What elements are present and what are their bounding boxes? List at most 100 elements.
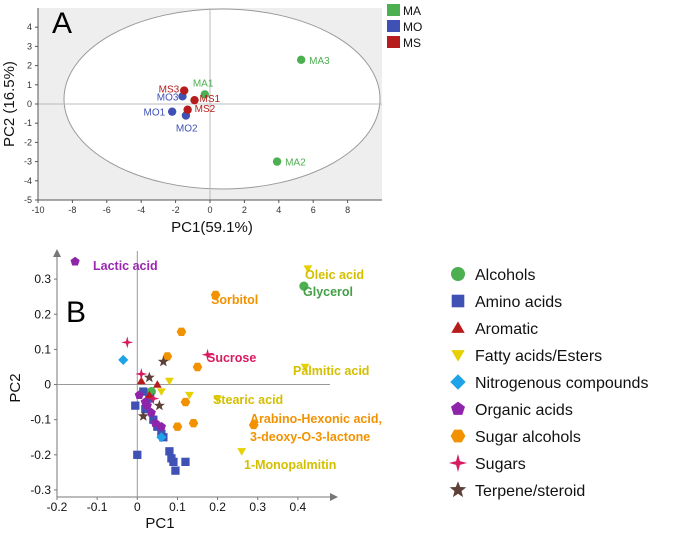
legend-label-mo: MO — [403, 20, 422, 34]
legend-marker-alcohols — [451, 267, 465, 281]
point-nitrogenous-compounds — [118, 354, 129, 365]
point-amino-acids — [133, 450, 142, 459]
y-tick-label-a: 2 — [27, 61, 32, 71]
point-fatty-acids-esters — [303, 265, 313, 273]
x-tick-label-a: 6 — [311, 205, 316, 215]
legend-marker-sugar-alcohols — [450, 429, 466, 443]
legend-marker-aromatic — [451, 321, 465, 333]
point-amino-acids — [181, 457, 190, 466]
point-label-mo2: MO2 — [176, 124, 198, 135]
point-aromatic — [145, 390, 154, 399]
legend-marker-sugars — [448, 453, 468, 473]
x-tick-label-a: 0 — [207, 205, 212, 215]
point-label-ms3: MS3 — [159, 85, 180, 96]
point-label-ma2: MA2 — [285, 158, 306, 169]
y-axis-label-a: PC2 (16.5%) — [1, 61, 18, 147]
x-tick-label-b: 0.1 — [169, 500, 186, 514]
legend-label-alcohols: Alcohols — [475, 267, 535, 284]
point-label-ms2: MS2 — [195, 104, 216, 115]
legend-label-organic-acids: Organic acids — [475, 402, 573, 419]
legend-marker-organic-acids — [451, 401, 465, 415]
y-tick-label-a: -4 — [24, 176, 32, 186]
point-sugars — [121, 336, 134, 349]
point-terpene-steroid — [157, 355, 169, 367]
y-tick-label-a: -3 — [24, 157, 32, 167]
annotation-arabino-hexonic-acid: Arabino-Hexonic acid, — [250, 412, 382, 426]
x-axis-arrow-b — [330, 493, 338, 501]
legend-label-nitrogenous-compounds: Nitrogenous compounds — [475, 375, 648, 392]
x-tick-label-b: 0 — [134, 500, 141, 514]
x-tick-label-b: 0.3 — [249, 500, 266, 514]
point-organic-acids — [146, 407, 156, 417]
annotation-glycerol: Glycerol — [303, 285, 353, 299]
y-tick-label-a: -2 — [24, 137, 32, 147]
x-tick-label-a: -2 — [172, 205, 180, 215]
legend-label-aromatic: Aromatic — [475, 321, 538, 338]
point-ms1 — [190, 95, 199, 105]
y-tick-label-a: 1 — [27, 80, 32, 90]
x-tick-label-a: -10 — [31, 205, 44, 215]
annotation-palmitic-acid: Palmitic acid — [293, 364, 369, 378]
point-ma1 — [200, 90, 210, 99]
legend-marker-fatty-acids-esters — [451, 350, 465, 362]
legend-marker-nitrogenous-compounds — [450, 374, 466, 390]
confidence-ellipse — [63, 8, 381, 190]
panel-label-b: B — [66, 296, 86, 329]
x-tick-label-a: 8 — [345, 205, 350, 215]
x-tick-label-b: -0.2 — [47, 500, 68, 514]
point-fatty-acids-esters — [165, 377, 174, 386]
point-fatty-acids-esters — [185, 391, 194, 400]
x-tick-label-b: -0.1 — [87, 500, 108, 514]
y-tick-label-a: -5 — [24, 195, 32, 205]
x-axis-label-a: PC1(59.1%) — [171, 219, 253, 236]
point-organic-acids — [70, 256, 80, 266]
legend-marker-amino-acids — [451, 294, 465, 308]
annotation-1-monopalmitin: 1-Monopalmitin — [244, 458, 336, 472]
x-tick-label-a: 2 — [242, 205, 247, 215]
annotation-3-deoxy-o-3-lactone: 3-deoxy-O-3-lactone — [250, 430, 370, 444]
point-fatty-acids-esters — [300, 363, 310, 372]
legend-marker-terpene-steroid — [449, 481, 467, 498]
y-tick-label-b: -0.2 — [30, 448, 51, 462]
y-tick-label-b: 0.2 — [34, 307, 51, 321]
point-mo1 — [167, 107, 177, 116]
point-fatty-acids-esters — [237, 448, 247, 456]
point-organic-acids — [156, 421, 166, 431]
point-aromatic — [153, 380, 162, 388]
y-tick-label-a: -1 — [24, 118, 32, 128]
y-tick-label-a: 4 — [27, 22, 32, 32]
point-fatty-acids-esters — [157, 388, 166, 396]
point-label-ma1: MA1 — [193, 78, 214, 89]
legend-label-sugar-alcohols: Sugar alcohols — [475, 429, 581, 446]
point-terpene-steroid — [143, 371, 155, 383]
y-axis-arrow-b — [53, 249, 61, 257]
point-ma3 — [296, 55, 306, 65]
y-tick-label-b: 0.3 — [34, 272, 51, 286]
point-sugar-alcohols — [162, 352, 173, 361]
legend-swatch-ma — [387, 4, 400, 16]
annotation-oleic-acid: Oleic acid — [305, 268, 364, 282]
point-amino-acids — [139, 387, 148, 396]
point-ma2 — [272, 157, 282, 166]
y-tick-label-a: 0 — [27, 99, 32, 109]
legend-label-terpene-steroid: Terpene/steroid — [475, 483, 585, 500]
point-ms2 — [183, 105, 192, 114]
legend-label-ms: MS — [403, 36, 421, 50]
point-organic-acids — [142, 400, 152, 410]
legend-swatch-ms — [387, 36, 400, 48]
point-sugar-alcohols — [192, 362, 203, 372]
point-amino-acids — [149, 415, 158, 424]
panel-label-a: A — [52, 7, 72, 40]
annotation-sucrose: Sucrose — [207, 351, 256, 365]
point-label-mo3: MO3 — [157, 92, 179, 103]
point-sugar-alcohols — [248, 420, 259, 430]
point-sugar-alcohols — [188, 419, 199, 428]
x-tick-label-a: -8 — [68, 205, 76, 215]
legend-swatch-mo — [387, 20, 400, 32]
point-amino-acids — [169, 457, 178, 466]
point-sugars — [147, 392, 160, 405]
point-sugars — [201, 348, 214, 361]
legend-label-amino-acids: Amino acids — [475, 294, 562, 311]
y-tick-label-b: -0.1 — [30, 413, 51, 427]
